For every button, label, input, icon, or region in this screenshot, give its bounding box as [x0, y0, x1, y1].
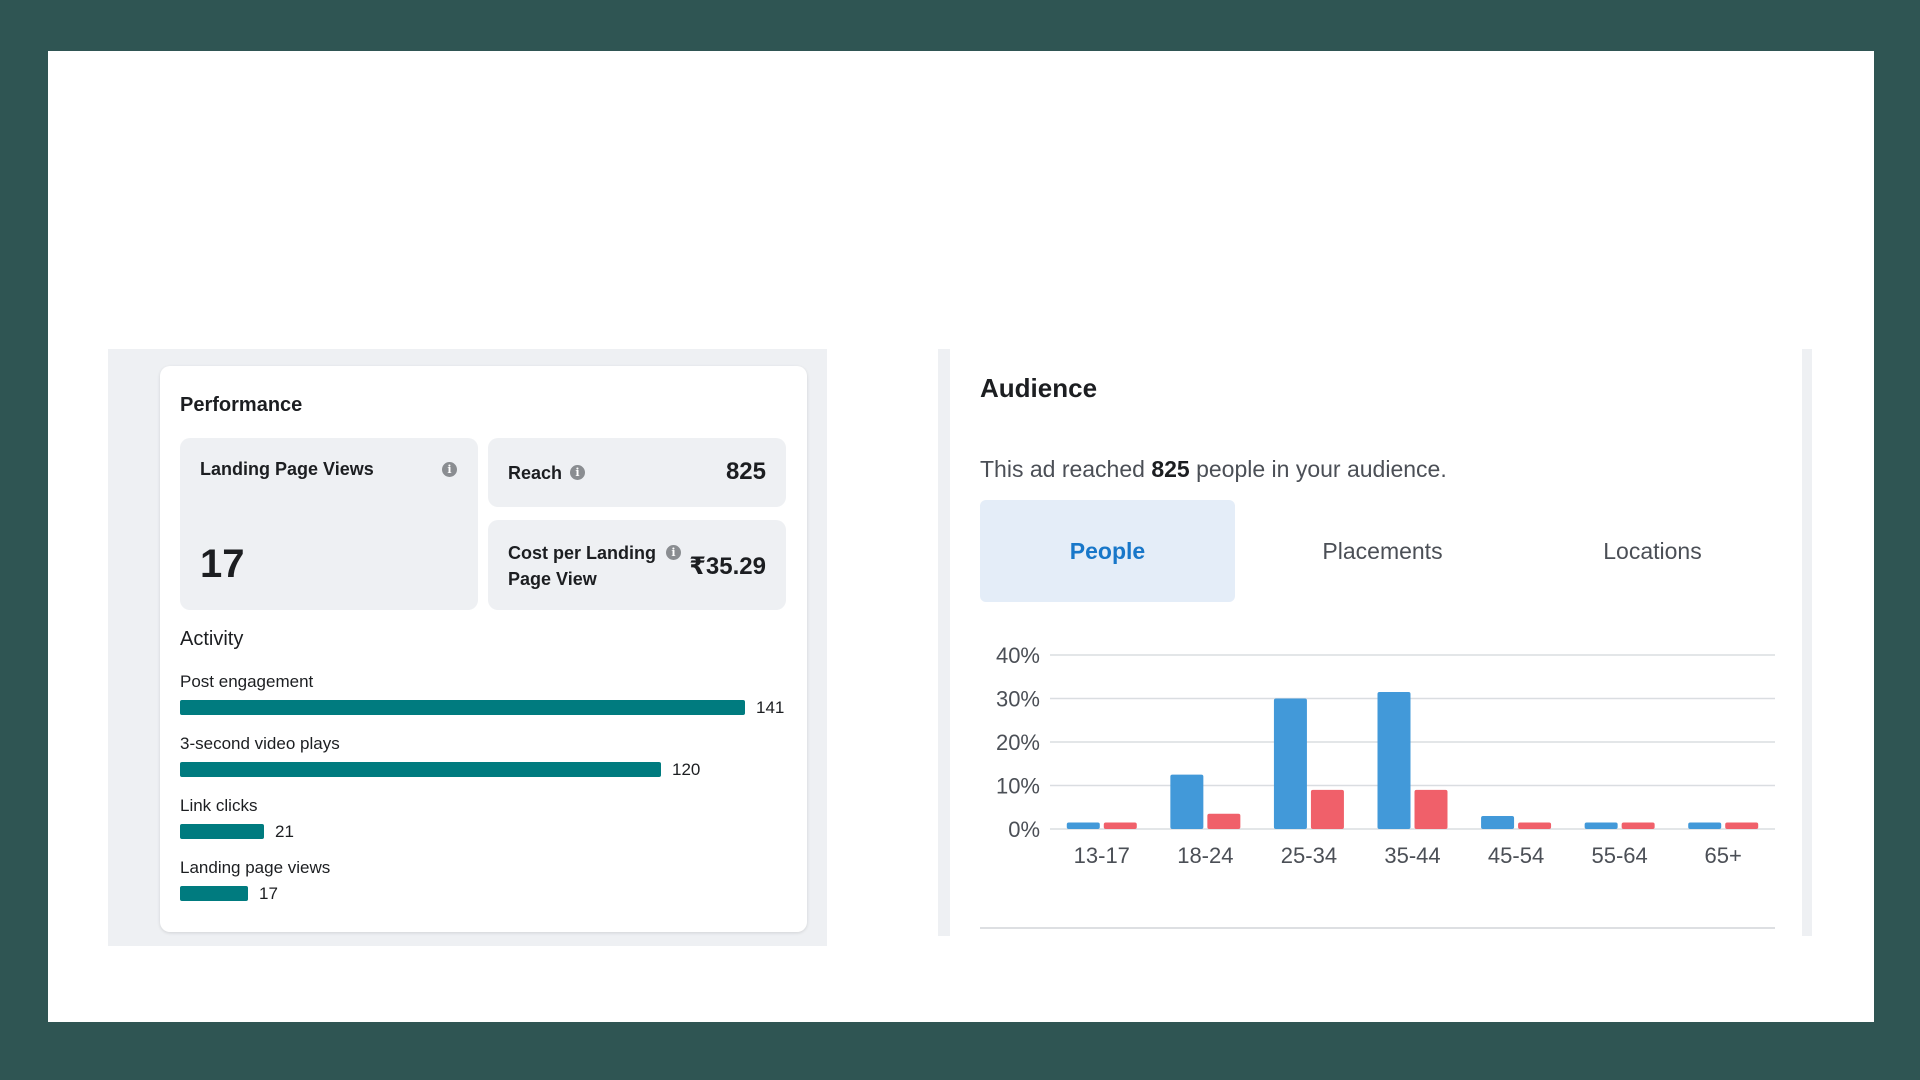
age-distribution-chart: 0% 10% 20% 30% 40% 13-17 18-24 25-34 35-44 45-54 5… [996, 643, 1775, 868]
tab-placements[interactable]: Placements [1322, 537, 1443, 564]
bar-45-54-series-1[interactable] [1518, 822, 1552, 829]
x-tick-label: 25-34 [1281, 843, 1337, 868]
bar-55-64-series-0[interactable] [1584, 822, 1618, 829]
cost-per-lpv-label-line2: Page View [508, 569, 597, 589]
x-tick-label: 45-54 [1488, 843, 1544, 868]
bar-45-54-series-0[interactable] [1481, 815, 1515, 829]
x-tick-label: 13-17 [1074, 843, 1130, 868]
bar-18-24-series-1[interactable] [1207, 813, 1241, 829]
info-icon[interactable]: i [570, 465, 585, 480]
landing-page-views-tile[interactable]: Landing Page Views i 17 [180, 438, 478, 610]
cost-per-lpv-label-line1: Cost per Landing [508, 543, 656, 563]
audience-description: This ad reached 825 people in your audie… [980, 456, 1447, 482]
activity-label: Landing page views [180, 858, 331, 877]
cost-per-landing-page-view-tile[interactable]: Cost per Landing Page View i ₹35.29 [488, 520, 786, 610]
activity-bar [180, 700, 745, 715]
activity-bar [180, 762, 661, 777]
landing-page-views-label: Landing Page Views [200, 459, 374, 479]
activity-row-video-plays: 3-second video plays 120 [180, 734, 790, 784]
reach-value: 825 [725, 458, 766, 485]
bar-35-44-series-1[interactable] [1414, 789, 1448, 829]
audience-reach-count: 825 [1151, 456, 1190, 482]
performance-card: Performance Landing Page Views i 17 Reac… [160, 366, 807, 932]
x-tick-label: 35-44 [1384, 843, 1440, 868]
landing-page-views-value: 17 [200, 542, 245, 586]
activity-bar [180, 824, 264, 839]
y-tick-label: 20% [996, 730, 1040, 755]
bar-65+-series-1[interactable] [1725, 822, 1759, 829]
activity-bar [180, 886, 248, 901]
info-icon[interactable]: i [666, 545, 681, 560]
bar-65+-series-0[interactable] [1688, 822, 1722, 829]
activity-count: 120 [672, 760, 701, 779]
x-tick-label: 55-64 [1592, 843, 1648, 868]
reach-tile[interactable]: Reach i 825 [488, 438, 786, 507]
bar-18-24-series-0[interactable] [1170, 774, 1204, 829]
info-icon[interactable]: i [442, 462, 457, 477]
activity-label: Post engagement [180, 672, 314, 691]
tab-locations[interactable]: Locations [1603, 537, 1702, 564]
x-tick-label: 65+ [1705, 843, 1742, 868]
activity-count: 17 [259, 884, 278, 903]
audience-title: Audience [980, 373, 1098, 403]
bar-55-64-series-1[interactable] [1621, 822, 1655, 829]
tab-people[interactable]: People [980, 500, 1235, 602]
divider [980, 927, 1775, 929]
cost-per-lpv-value: ₹35.29 [689, 553, 766, 580]
activity-row-landing-page-views: Landing page views 17 [180, 858, 790, 908]
bar-25-34-series-0[interactable] [1273, 698, 1307, 830]
reach-label: Reach [508, 463, 563, 483]
y-tick-label: 30% [996, 687, 1040, 712]
y-tick-label: 0% [1008, 817, 1040, 842]
activity-count: 141 [756, 698, 785, 717]
y-tick-label: 10% [996, 774, 1040, 799]
audience-panel: Audience This ad reached 825 people in y… [938, 349, 1812, 936]
activity-label: 3-second video plays [180, 734, 340, 753]
activity-count: 21 [275, 822, 294, 841]
activity-title: Activity [180, 628, 244, 650]
audience-tabs: People Placements Locations [980, 500, 1790, 602]
bar-25-34-series-1[interactable] [1310, 789, 1344, 829]
bar-35-44-series-0[interactable] [1377, 691, 1411, 829]
activity-row-link-clicks: Link clicks 21 [180, 796, 790, 846]
activity-label: Link clicks [180, 796, 258, 815]
x-tick-label: 18-24 [1177, 843, 1233, 868]
performance-title: Performance [180, 394, 303, 416]
y-tick-label: 40% [996, 643, 1040, 668]
activity-row-post-engagement: Post engagement 141 [180, 672, 790, 722]
bar-13-17-series-0[interactable] [1066, 822, 1100, 829]
bar-13-17-series-1[interactable] [1103, 822, 1137, 829]
